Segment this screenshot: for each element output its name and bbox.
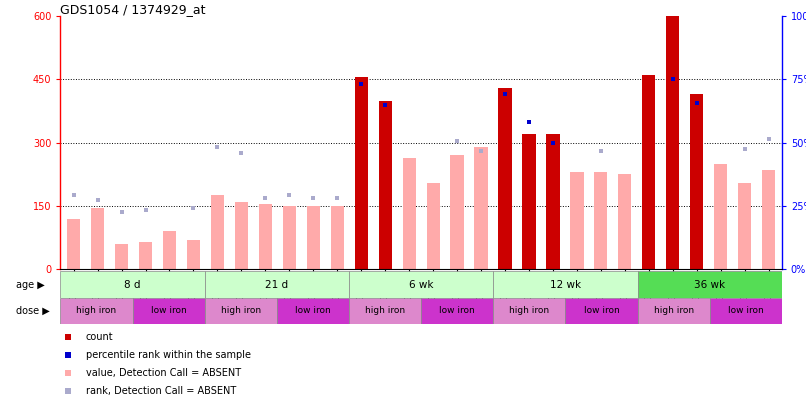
Bar [421, 298, 493, 324]
Text: 8 d: 8 d [124, 279, 141, 290]
Bar [205, 298, 276, 324]
Bar [139, 242, 152, 269]
Point [451, 137, 463, 144]
Bar [451, 156, 463, 269]
Bar [546, 134, 559, 269]
Bar [498, 88, 512, 269]
Text: high iron: high iron [221, 306, 261, 315]
Text: low iron: low iron [295, 306, 330, 315]
Text: low iron: low iron [728, 306, 763, 315]
Bar [349, 271, 493, 298]
Bar [571, 172, 584, 269]
Point [61, 370, 74, 377]
Point [379, 102, 392, 108]
Point [522, 118, 535, 125]
Bar [132, 298, 205, 324]
Bar [426, 183, 440, 269]
Bar [349, 298, 421, 324]
Bar [594, 172, 608, 269]
Point [330, 194, 343, 201]
Text: GDS1054 / 1374929_at: GDS1054 / 1374929_at [60, 3, 206, 16]
Point [762, 135, 775, 142]
Point [283, 192, 296, 199]
Bar [402, 158, 416, 269]
Bar [259, 204, 272, 269]
Bar [235, 202, 248, 269]
Point [475, 148, 488, 154]
Point [595, 148, 608, 154]
Point [61, 388, 74, 395]
Bar [618, 175, 631, 269]
Point [67, 192, 80, 199]
Bar [690, 94, 704, 269]
Point [211, 144, 224, 150]
Bar [379, 100, 392, 269]
Bar [283, 206, 296, 269]
Point [499, 91, 512, 98]
Point [139, 207, 152, 213]
Bar [762, 170, 775, 269]
Bar [638, 271, 782, 298]
Bar [638, 298, 709, 324]
Point [738, 146, 751, 152]
Bar [709, 298, 782, 324]
Bar [60, 271, 205, 298]
Text: high iron: high iron [77, 306, 117, 315]
Text: low iron: low iron [151, 306, 186, 315]
Point [235, 150, 247, 157]
Bar [522, 134, 535, 269]
Point [355, 81, 368, 87]
Bar [187, 240, 200, 269]
Point [61, 334, 74, 340]
Text: age ▶: age ▶ [16, 279, 45, 290]
Point [546, 139, 559, 146]
Bar [115, 244, 128, 269]
Point [690, 100, 703, 106]
Text: count: count [85, 332, 114, 342]
Bar [211, 196, 224, 269]
Bar [493, 271, 638, 298]
Text: 6 wk: 6 wk [409, 279, 434, 290]
Bar [493, 298, 565, 324]
Point [115, 209, 128, 215]
Bar [330, 206, 344, 269]
Point [61, 352, 74, 358]
Text: high iron: high iron [509, 306, 550, 315]
Point [91, 196, 104, 203]
Bar [67, 219, 81, 269]
Bar [565, 298, 638, 324]
Bar [714, 164, 727, 269]
Bar [642, 75, 655, 269]
Bar [163, 231, 176, 269]
Point [259, 194, 272, 201]
Text: 21 d: 21 d [265, 279, 289, 290]
Bar [355, 77, 368, 269]
Text: high iron: high iron [654, 306, 694, 315]
Point [307, 194, 320, 201]
Text: rank, Detection Call = ABSENT: rank, Detection Call = ABSENT [85, 386, 236, 396]
Text: 36 wk: 36 wk [694, 279, 725, 290]
Text: high iron: high iron [365, 306, 405, 315]
Bar [475, 147, 488, 269]
Bar [276, 298, 349, 324]
Text: low iron: low iron [439, 306, 475, 315]
Text: dose ▶: dose ▶ [16, 306, 50, 316]
Point [667, 76, 679, 83]
Text: low iron: low iron [584, 306, 619, 315]
Bar [667, 16, 679, 269]
Bar [91, 208, 104, 269]
Bar [205, 271, 349, 298]
Text: value, Detection Call = ABSENT: value, Detection Call = ABSENT [85, 368, 241, 378]
Text: 12 wk: 12 wk [550, 279, 581, 290]
Point [187, 205, 200, 211]
Bar [60, 298, 132, 324]
Text: percentile rank within the sample: percentile rank within the sample [85, 350, 251, 360]
Bar [307, 206, 320, 269]
Bar [738, 183, 751, 269]
